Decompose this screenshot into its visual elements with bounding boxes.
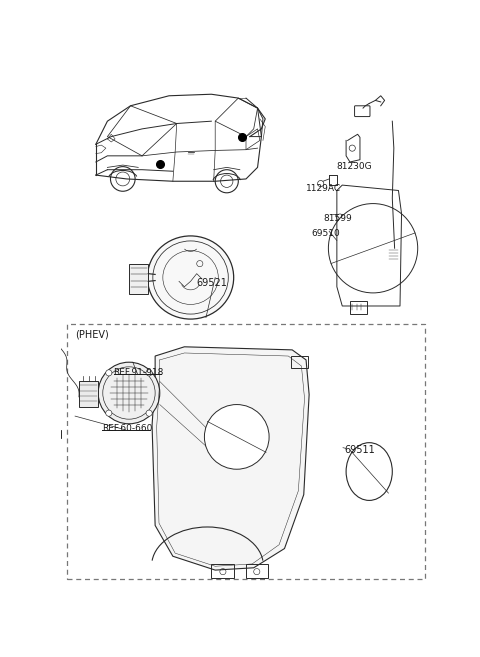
Polygon shape (79, 382, 98, 407)
Text: 69511: 69511 (345, 445, 375, 455)
Circle shape (204, 405, 269, 469)
Bar (67, 324, 425, 579)
Circle shape (106, 410, 112, 417)
Text: 81599: 81599 (323, 214, 352, 223)
Circle shape (328, 204, 418, 293)
Circle shape (110, 167, 135, 191)
Text: (PHEV): (PHEV) (75, 330, 109, 340)
Ellipse shape (147, 236, 234, 319)
Bar (350, 302, 367, 313)
Bar (211, 564, 234, 578)
Polygon shape (152, 347, 309, 570)
Ellipse shape (346, 443, 392, 501)
Bar (50, 430, 61, 438)
Text: 81230G: 81230G (337, 162, 372, 171)
Text: 1129AC: 1129AC (306, 185, 341, 193)
Circle shape (146, 370, 152, 376)
Circle shape (98, 362, 160, 424)
Text: REF.91-918: REF.91-918 (114, 367, 164, 376)
Circle shape (215, 170, 238, 193)
Bar (291, 356, 308, 367)
Text: 69521: 69521 (196, 277, 227, 288)
Circle shape (106, 370, 112, 376)
Text: 69510: 69510 (312, 229, 340, 238)
Bar (246, 564, 267, 578)
Bar (388, 246, 399, 263)
Text: REF.60-660: REF.60-660 (102, 424, 152, 433)
Polygon shape (129, 263, 148, 294)
Circle shape (146, 410, 152, 417)
